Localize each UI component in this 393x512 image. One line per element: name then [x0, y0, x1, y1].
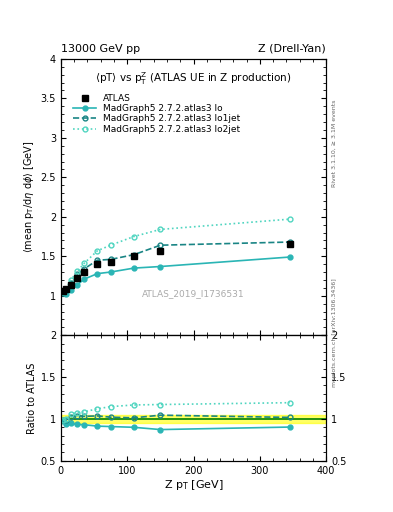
Text: Rivet 3.1.10, ≥ 3.1M events: Rivet 3.1.10, ≥ 3.1M events: [332, 100, 337, 187]
Legend: ATLAS, MadGraph5 2.7.2.atlas3 lo, MadGraph5 2.7.2.atlas3 lo1jet, MadGraph5 2.7.2: ATLAS, MadGraph5 2.7.2.atlas3 lo, MadGra…: [71, 91, 243, 137]
Y-axis label: $\langle$mean p$_{\rm T}$/d$\eta$ d$\phi\rangle$ [GeV]: $\langle$mean p$_{\rm T}$/d$\eta$ d$\phi…: [22, 141, 37, 253]
Text: 13000 GeV pp: 13000 GeV pp: [61, 44, 140, 54]
Text: ATLAS_2019_I1736531: ATLAS_2019_I1736531: [142, 289, 245, 298]
X-axis label: Z p$_{\rm T}$ [GeV]: Z p$_{\rm T}$ [GeV]: [163, 478, 224, 493]
Bar: [61, 415, 326, 423]
Text: $\langle$pT$\rangle$ vs p$_{\rm T}^{\rm Z}$ (ATLAS UE in Z production): $\langle$pT$\rangle$ vs p$_{\rm T}^{\rm …: [95, 70, 292, 87]
Text: Z (Drell-Yan): Z (Drell-Yan): [259, 44, 326, 54]
Text: mcplots.cern.ch [arXiv:1306.3436]: mcplots.cern.ch [arXiv:1306.3436]: [332, 279, 337, 387]
Y-axis label: Ratio to ATLAS: Ratio to ATLAS: [26, 362, 37, 434]
